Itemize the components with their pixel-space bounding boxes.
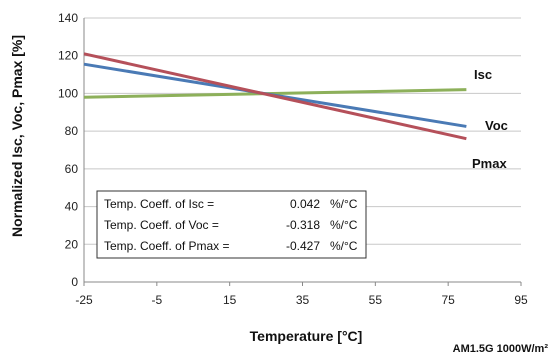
y-tick-label: 80 (65, 124, 79, 138)
series-line-isc (83, 88, 467, 99)
x-tick-label: -25 (75, 293, 93, 307)
y-axis-title: Normalized Isc, Voc, Pmax [%] (9, 35, 25, 237)
coefficients-box-frame (96, 190, 367, 259)
axes: 0 20 40 60 80 100 120 140 -25 -5 15 35 55 75 95 (58, 11, 528, 307)
condition-note: AM1.5G 1000W/m² (453, 343, 549, 355)
coeff-isc-label: Temp. Coeff. of Isc = (104, 197, 214, 211)
y-tick-label: 100 (58, 86, 78, 100)
x-tick-label: 35 (296, 293, 310, 307)
series-label-isc: Isc (474, 67, 492, 82)
x-axis-title: Temperature [°C] (250, 328, 363, 344)
series-lines (83, 52, 467, 141)
coeff-voc-value: -0.318 (286, 218, 320, 232)
coeff-voc-unit: %/°C (330, 218, 358, 232)
y-tick-label: 60 (65, 162, 79, 176)
series-label-voc: Voc (485, 118, 508, 133)
x-tick-label: 55 (369, 293, 383, 307)
series-line-pmax (83, 52, 467, 141)
coeff-isc-value: 0.042 (290, 197, 320, 211)
x-tick-label: 15 (223, 293, 237, 307)
y-tick-label: 0 (71, 275, 78, 289)
coeff-voc-label: Temp. Coeff. of Voc = (104, 218, 219, 232)
coeff-isc-unit: %/°C (330, 197, 358, 211)
coeff-pmax-label: Temp. Coeff. of Pmax = (104, 239, 230, 253)
x-tick-label: 75 (441, 293, 455, 307)
x-tick-label: 95 (514, 293, 528, 307)
coefficients-box: Temp. Coeff. of Isc = 0.042 %/°C Temp. C… (96, 190, 367, 259)
series-label-pmax: Pmax (472, 156, 507, 171)
y-tick-label: 20 (65, 237, 79, 251)
coeff-pmax-value: -0.427 (286, 239, 320, 253)
coeff-pmax-unit: %/°C (330, 239, 358, 253)
x-tick-label: -5 (151, 293, 162, 307)
y-tick-label: 40 (65, 200, 79, 214)
y-tick-label: 140 (58, 11, 78, 25)
y-tick-label: 120 (58, 49, 78, 63)
